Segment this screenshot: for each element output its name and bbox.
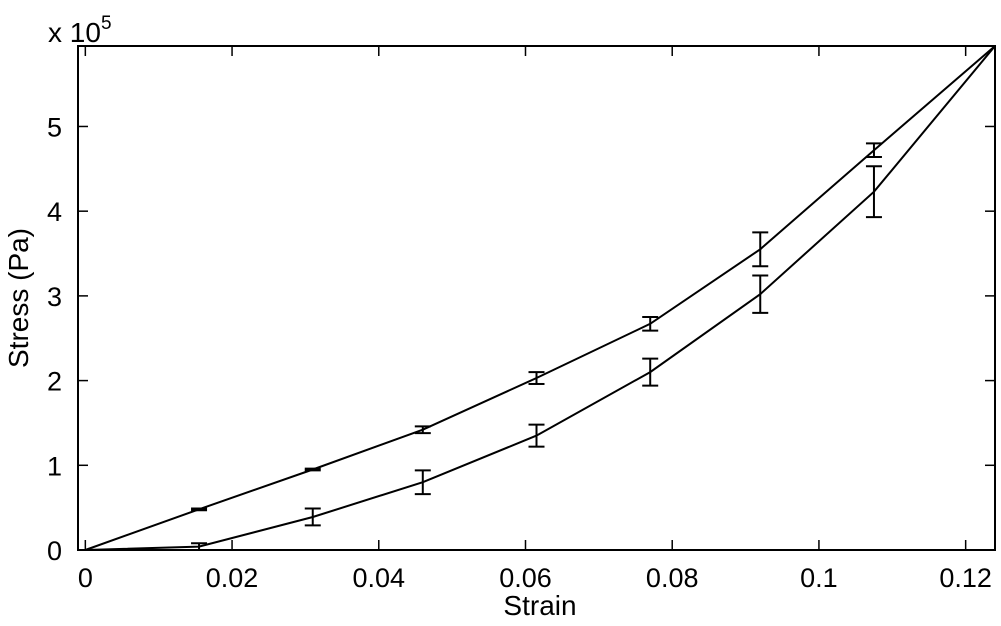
error-bar [528,423,545,448]
y-tick-label: 3 [47,282,62,312]
error-bar [414,425,431,435]
error-bar [865,142,882,158]
error-bar [752,231,769,268]
x-tick-label: 0.1 [800,563,838,593]
y-tick-label: 0 [47,536,62,566]
error-bar [191,507,208,512]
error-bar [528,371,545,385]
x-tick-label: 0.02 [206,563,259,593]
error-bar [304,507,321,527]
y-tick-label: 2 [47,367,62,397]
x-tick-label: 0.06 [499,563,552,593]
error-bar [865,165,882,219]
axis-ticks: 0 0.02 0.04 0.06 0.08 0.1 0.12 0 1 2 3 4 5 [47,46,995,593]
error-bar [414,469,431,496]
y-tick-label: 4 [47,197,62,227]
y-multiplier-label: x 105 [48,13,112,48]
error-bar [642,357,659,387]
error-bar [642,316,659,332]
x-tick-label: 0.04 [352,563,405,593]
x-tick-label: 0.12 [939,563,992,593]
y-tick-label: 5 [47,112,62,142]
error-bar [752,274,769,314]
x-tick-label: 0 [78,563,93,593]
y-tick-label: 1 [47,451,62,481]
y-multiplier-exponent: 5 [101,13,112,34]
x-tick-label: 0.08 [646,563,699,593]
y-axis-title: Stress (Pa) [3,228,34,368]
plot-frame [77,45,996,551]
series-2-line [85,45,996,551]
error-bar [304,467,321,472]
series-1-line [84,45,996,551]
error-bar [191,542,208,551]
x-axis-title: Strain [503,590,576,621]
series-layer [84,45,996,551]
